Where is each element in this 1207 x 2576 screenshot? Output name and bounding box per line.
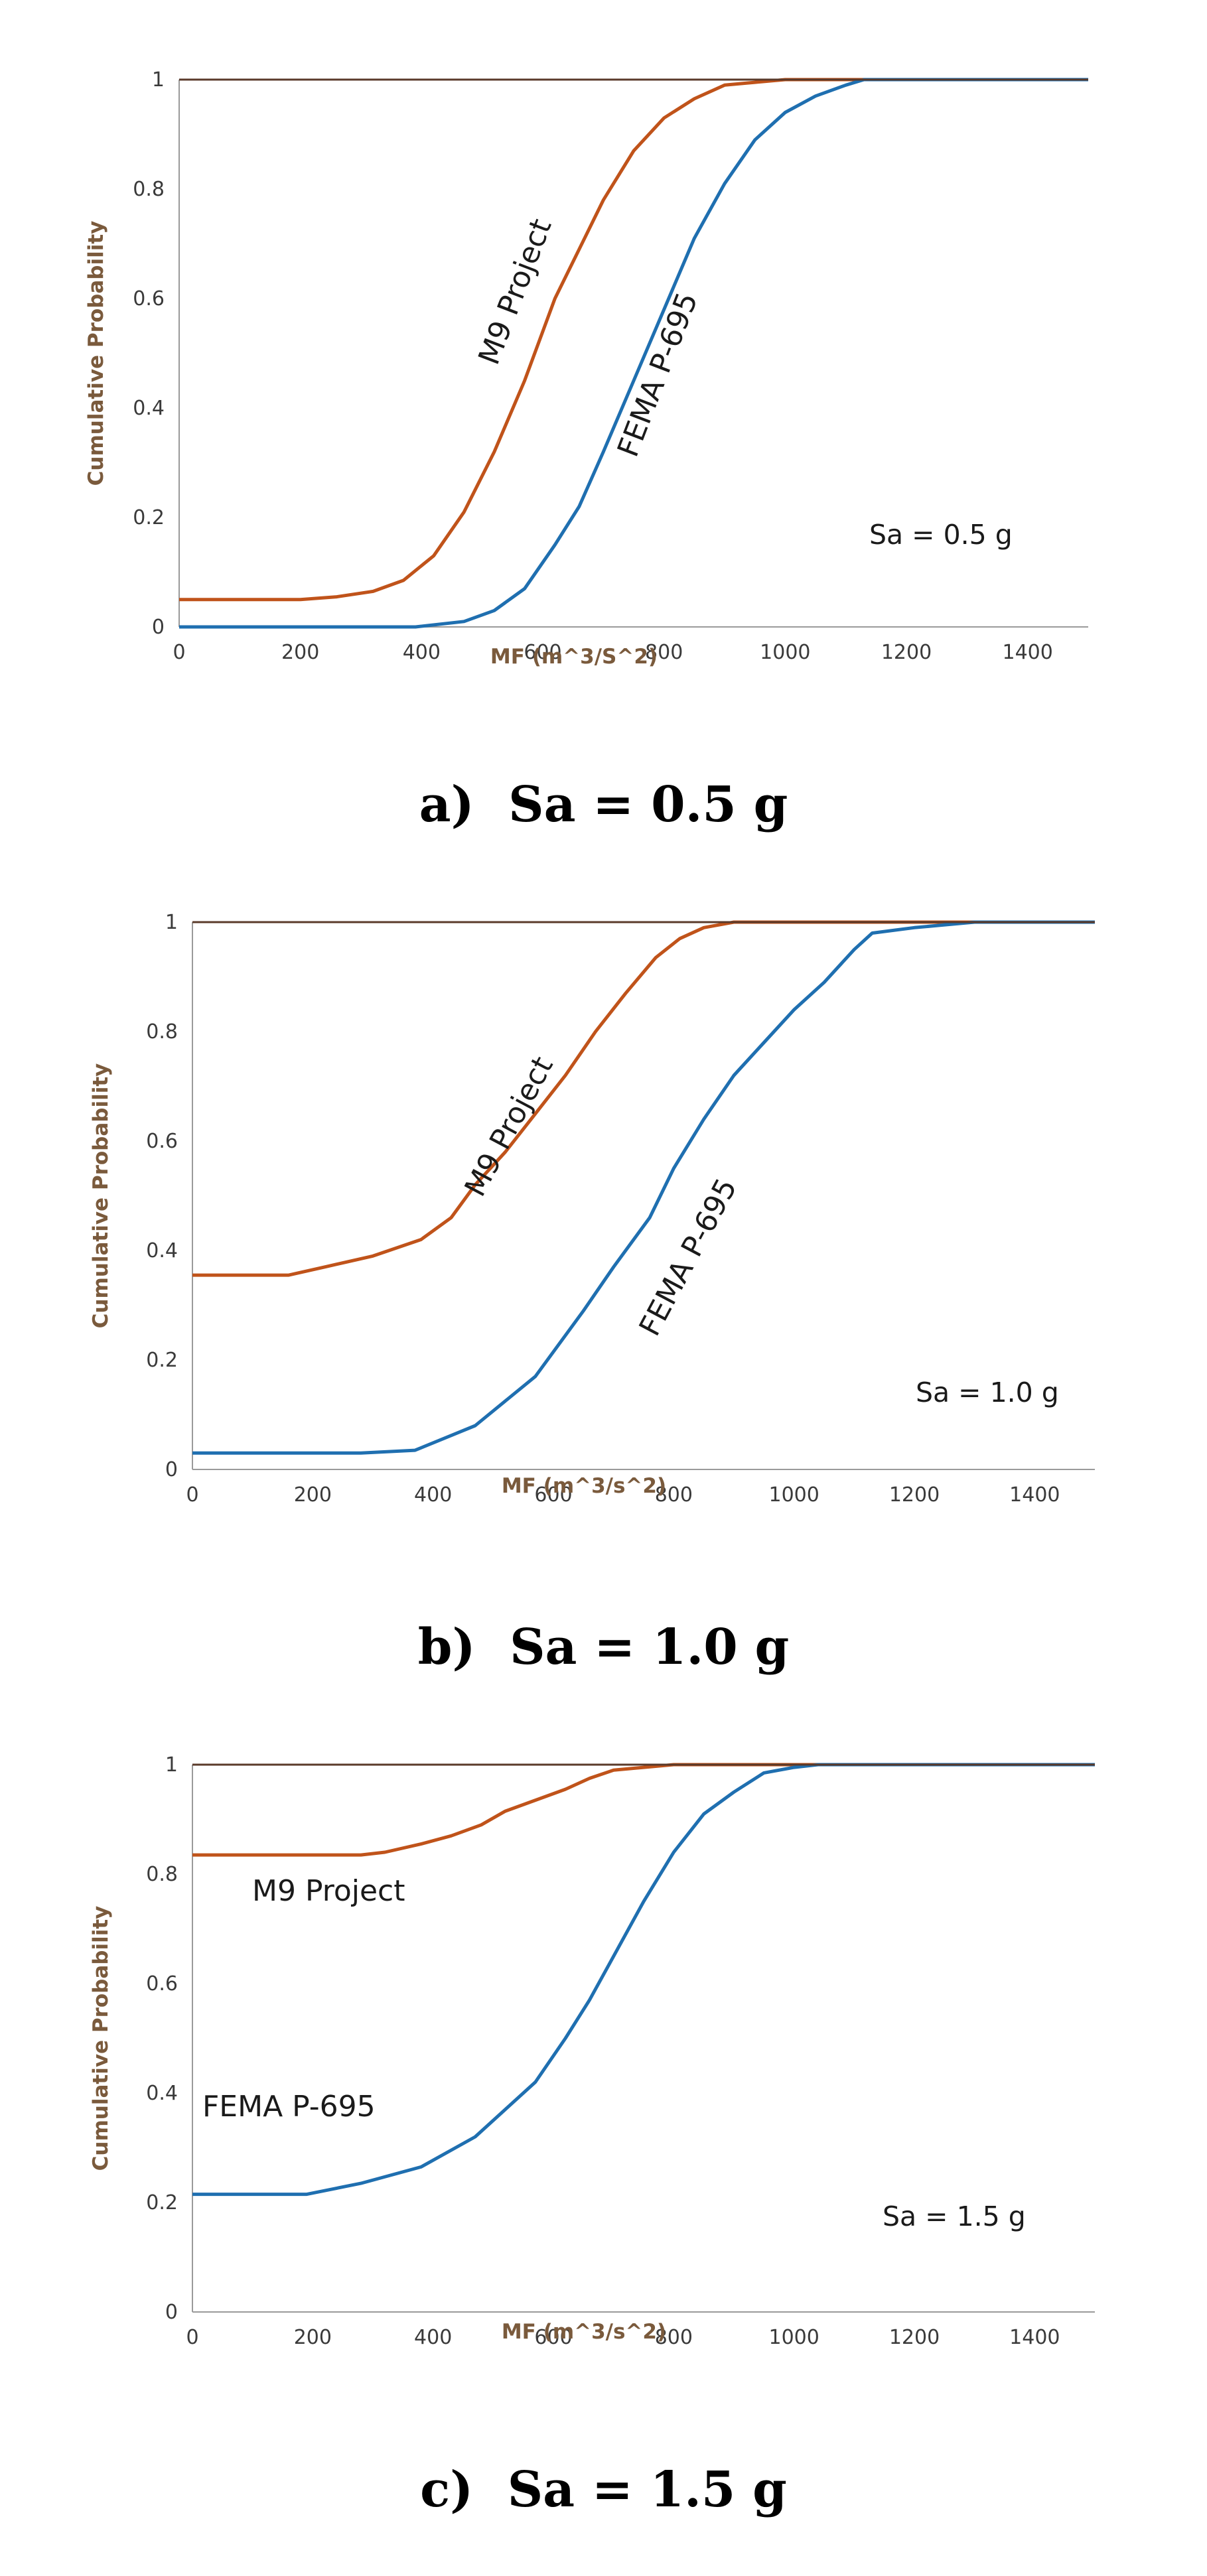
caption-c-text: Sa = 1.5 g [507,2461,787,2518]
y-tick-label: 0.6 [133,287,165,310]
y-tick-label: 0 [165,2301,178,2324]
panel-a: 0 200 400 600 800 1000 1200 1400 0 0.2 0.4 0.6 0.8 1 M… [0,0,1207,862]
x-tick-label: 200 [294,2326,332,2349]
series-line-fema [192,920,1095,1455]
x-axis-label: MF (m^3/s^2) [502,2320,666,2344]
caption-a: a) Sa = 0.5 g [0,776,1207,833]
caption-a-letter: a) [419,776,474,833]
x-tick-label: 0 [173,641,185,664]
y-tick-label: 0.4 [146,2082,178,2105]
y-axis-label: Cumulative Probability [89,1906,113,2171]
sa-annotation: Sa = 1.0 g [916,1377,1059,1408]
panel-b: 0 200 400 600 800 1000 1200 1400 0 0.2 0.4 0.6 0.8 1 M… [0,862,1207,1725]
x-tick-label: 400 [403,641,441,664]
x-tick-label: 600 [534,1483,572,1507]
y-tick-label: 0.8 [146,1863,178,1886]
series-line-fema [192,1763,1095,2197]
caption-a-text: Sa = 0.5 g [508,776,788,833]
x-tick-label: 1400 [1009,2326,1060,2349]
series-line-m9 [179,78,1088,602]
series-line-m9 [192,1763,1095,1857]
y-tick-label: 0.2 [133,506,165,529]
x-tick-label: 800 [645,641,683,664]
x-tick-label: 1000 [768,2326,819,2349]
y-tick-label: 0.8 [133,178,165,201]
chart-a: 0 200 400 600 800 1000 1200 1400 0 0.2 0.4 0.6 0.8 1 M… [84,68,1088,669]
x-tick-label: 1200 [881,641,932,664]
y-tick-label: 0.6 [146,1972,178,1996]
y-tick-label: 0.6 [146,1130,178,1153]
x-tick-label: 400 [414,2326,452,2349]
caption-b-letter: b) [417,1619,476,1676]
x-tick-label: 1400 [1009,1483,1060,1507]
y-tick-label: 1 [165,911,178,934]
x-axis-label: MF (m^3/s^2) [502,1474,666,1498]
caption-b-text: Sa = 1.0 g [510,1619,790,1676]
series-label-fema: FEMA P-695 [611,288,705,462]
x-tick-label: 200 [281,641,319,664]
x-tick-label: 0 [186,1483,198,1507]
y-tick-label: 0.4 [146,1239,178,1262]
x-tick-label: 800 [655,1483,693,1507]
x-tick-label: 1000 [760,641,810,664]
series-label-fema: FEMA P-695 [633,1173,744,1341]
x-tick-label: 600 [534,2326,572,2349]
chart-b: 0 200 400 600 800 1000 1200 1400 0 0.2 0.4 0.6 0.8 1 M… [89,911,1095,1507]
y-tick-label: 0.2 [146,1349,178,1372]
series-label-fema: FEMA P-695 [202,2090,376,2124]
y-tick-label: 0.2 [146,2191,178,2214]
y-axis-label: Cumulative Probability [84,221,108,486]
caption-c: c) Sa = 1.5 g [0,2461,1207,2518]
x-tick-label: 600 [524,641,561,664]
caption-c-letter: c) [420,2461,474,2518]
sa-annotation: Sa = 1.5 g [883,2201,1026,2232]
x-tick-label: 400 [414,1483,452,1507]
x-tick-label: 200 [294,1483,332,1507]
panel-c: 0 200 400 600 800 1000 1200 1400 0 0.2 0.4 0.6 0.8 1 M… [0,1718,1207,2576]
caption-b: b) Sa = 1.0 g [0,1619,1207,1676]
x-tick-label: 1000 [768,1483,819,1507]
series-line-m9 [192,920,1095,1277]
y-tick-label: 1 [152,68,165,92]
x-tick-label: 1200 [889,2326,940,2349]
sa-annotation: Sa = 0.5 g [869,519,1013,551]
y-tick-label: 0.4 [133,397,165,420]
series-label-m9: M9 Project [472,214,558,369]
series-label-m9: M9 Project [252,1874,405,1908]
y-axis-label: Cumulative Probability [89,1063,113,1329]
series-label-m9: M9 Project [459,1051,560,1201]
x-tick-label: 1400 [1002,641,1052,664]
y-tick-label: 0.8 [146,1020,178,1044]
y-tick-label: 0 [165,1458,178,1481]
x-tick-label: 800 [655,2326,693,2349]
series-line-fema [179,78,1088,629]
chart-c: 0 200 400 600 800 1000 1200 1400 0 0.2 0.4 0.6 0.8 1 M… [89,1753,1095,2349]
x-axis-label: MF (m^3/S^2) [490,645,658,669]
y-tick-label: 1 [165,1753,178,1777]
x-tick-label: 0 [186,2326,198,2349]
x-tick-label: 1200 [889,1483,940,1507]
y-tick-label: 0 [152,616,165,639]
